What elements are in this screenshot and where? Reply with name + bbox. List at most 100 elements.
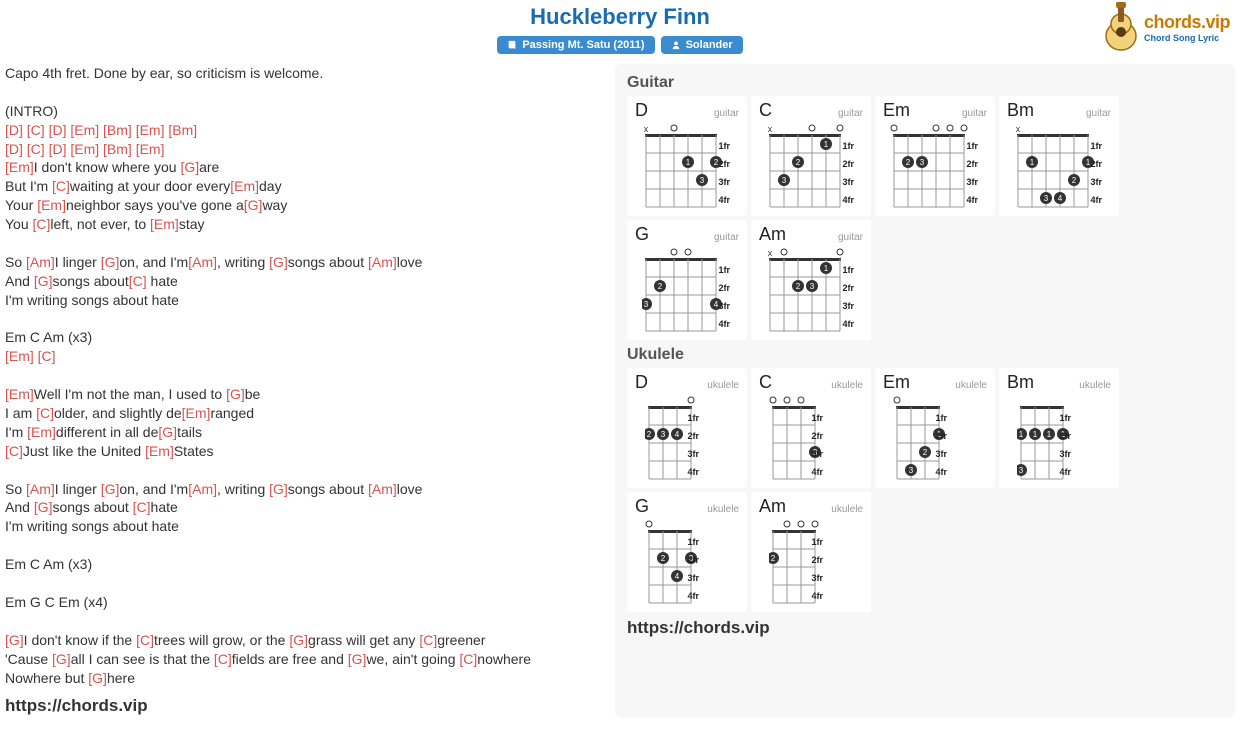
chord-card[interactable]: Amguitarx1231fr2fr3fr4fr bbox=[751, 220, 871, 340]
chord-link[interactable]: [G] bbox=[158, 424, 177, 440]
chord-card[interactable]: Dguitarx1231fr2fr3fr4fr bbox=[627, 96, 747, 216]
chord-link[interactable]: [D] bbox=[49, 122, 67, 138]
chord-link[interactable]: [G] bbox=[101, 254, 120, 270]
lyric-text: So bbox=[5, 481, 26, 497]
instrument-label: ukulele bbox=[1079, 380, 1111, 391]
instrument-label: ukulele bbox=[707, 504, 739, 515]
lyric-line: Nowhere but [G]here bbox=[5, 669, 605, 688]
chord-link[interactable]: [C] bbox=[419, 632, 437, 648]
chord-link[interactable]: [Em] bbox=[70, 122, 99, 138]
guitar-chord-grid: Dguitarx1231fr2fr3fr4frCguitarx1231fr2fr… bbox=[627, 96, 1223, 340]
chord-link[interactable]: [Em] bbox=[145, 443, 174, 459]
chord-link[interactable]: [D] bbox=[5, 141, 23, 157]
lyric-text: Your bbox=[5, 197, 37, 213]
chord-link[interactable]: [D] bbox=[5, 122, 23, 138]
lyric-text: stay bbox=[179, 216, 205, 232]
chord-diagram: 2341fr2fr3fr4fr bbox=[645, 519, 701, 601]
chord-diagram: 231fr2fr3fr4fr bbox=[890, 123, 980, 205]
chord-link[interactable]: [G] bbox=[52, 651, 71, 667]
chord-card[interactable]: Amukulele21fr2fr3fr4fr bbox=[751, 492, 871, 612]
chord-link[interactable]: [G] bbox=[269, 254, 288, 270]
chord-link[interactable]: [Em] bbox=[27, 424, 56, 440]
chord-link[interactable]: [G] bbox=[244, 197, 263, 213]
chord-name: C bbox=[759, 100, 772, 121]
chord-link[interactable]: [Am] bbox=[188, 254, 217, 270]
svg-text:3: 3 bbox=[1044, 194, 1049, 203]
chord-link[interactable]: [G] bbox=[180, 159, 199, 175]
chord-link[interactable]: [C] bbox=[214, 651, 232, 667]
chord-link[interactable]: [G] bbox=[289, 632, 308, 648]
chord-card[interactable]: Bmguitarx112341fr2fr3fr4fr bbox=[999, 96, 1119, 216]
chord-link[interactable]: [G] bbox=[88, 670, 107, 686]
lyric-text: grass will get any bbox=[308, 632, 419, 648]
chord-link[interactable]: [G] bbox=[5, 632, 24, 648]
chord-card[interactable]: Emguitar231fr2fr3fr4fr bbox=[875, 96, 995, 216]
lyric-line: I am [C]older, and slightly de[Em]ranged bbox=[5, 404, 605, 423]
svg-text:4: 4 bbox=[675, 430, 680, 439]
lyric-text: ranged bbox=[210, 405, 254, 421]
chord-link[interactable]: [Em] bbox=[182, 405, 211, 421]
chord-link[interactable]: [Em] bbox=[70, 141, 99, 157]
lyric-text: love bbox=[397, 254, 423, 270]
chord-link[interactable]: [G] bbox=[269, 481, 288, 497]
chord-card[interactable]: Gguitar2341fr2fr3fr4fr bbox=[627, 220, 747, 340]
chord-link[interactable]: [Em] bbox=[5, 348, 34, 364]
chord-link[interactable]: [C] bbox=[5, 443, 23, 459]
chord-diagram: x1231fr2fr3fr4fr bbox=[766, 247, 856, 329]
chord-name: Em bbox=[883, 372, 910, 393]
chord-link[interactable]: [Em] bbox=[136, 141, 165, 157]
chord-link[interactable]: [G] bbox=[226, 386, 245, 402]
chord-link[interactable]: [Em] bbox=[230, 178, 259, 194]
chord-link[interactable]: [Am] bbox=[26, 481, 55, 497]
svg-text:1: 1 bbox=[824, 264, 829, 273]
chord-name: G bbox=[635, 496, 649, 517]
chord-link[interactable]: [Em] bbox=[150, 216, 179, 232]
chord-link[interactable]: [Bm] bbox=[103, 122, 132, 138]
chord-link[interactable]: [D] bbox=[49, 141, 67, 157]
chord-link[interactable]: [Am] bbox=[188, 481, 217, 497]
chord-link[interactable]: [G] bbox=[34, 273, 53, 289]
artist-pill[interactable]: Solander bbox=[661, 36, 743, 54]
chord-link[interactable]: [C] bbox=[36, 405, 54, 421]
chord-link[interactable]: [C] bbox=[27, 122, 45, 138]
chord-link[interactable]: [C] bbox=[27, 141, 45, 157]
chord-link[interactable]: [G] bbox=[101, 481, 120, 497]
svg-text:2: 2 bbox=[771, 554, 776, 563]
chord-link[interactable]: [C] bbox=[136, 632, 154, 648]
album-pill[interactable]: Passing Mt. Satu (2011) bbox=[497, 36, 654, 54]
chord-link[interactable]: [C] bbox=[52, 178, 70, 194]
lyric-line bbox=[5, 574, 605, 593]
chord-link[interactable]: [Am] bbox=[26, 254, 55, 270]
fret-labels: 1fr2fr3fr4fr bbox=[935, 409, 947, 481]
instrument-label: ukulele bbox=[831, 380, 863, 391]
chord-link[interactable]: [Em] bbox=[37, 197, 66, 213]
chord-link[interactable]: [Em] bbox=[136, 122, 165, 138]
chord-link[interactable]: [Bm] bbox=[168, 122, 197, 138]
chord-link[interactable]: [G] bbox=[348, 651, 367, 667]
chord-card[interactable]: Dukulele2341fr2fr3fr4fr bbox=[627, 368, 747, 488]
chord-link[interactable]: [C] bbox=[38, 348, 56, 364]
chord-diagram: x112341fr2fr3fr4fr bbox=[1014, 123, 1104, 205]
lyric-line: You [C]left, not ever, to [Em]stay bbox=[5, 215, 605, 234]
chord-link[interactable]: [Am] bbox=[368, 481, 397, 497]
lyric-text: be bbox=[245, 386, 261, 402]
chord-card[interactable]: Cguitarx1231fr2fr3fr4fr bbox=[751, 96, 871, 216]
chord-card[interactable]: Bmukulele111131fr2fr3fr4fr bbox=[999, 368, 1119, 488]
site-logo[interactable]: chords.vip Chord Song Lyric bbox=[1100, 2, 1230, 52]
svg-text:4: 4 bbox=[675, 572, 680, 581]
lyric-text: we, ain't going bbox=[366, 651, 459, 667]
chord-link[interactable]: [C] bbox=[33, 216, 51, 232]
chord-link[interactable]: [Am] bbox=[368, 254, 397, 270]
lyric-text: I don't know where you bbox=[34, 159, 181, 175]
chord-link[interactable]: [C] bbox=[459, 651, 477, 667]
chord-link[interactable]: [Em] bbox=[5, 159, 34, 175]
chord-link[interactable]: [Bm] bbox=[103, 141, 132, 157]
chord-card[interactable]: Gukulele 2341fr2fr3fr4fr bbox=[627, 492, 747, 612]
chord-link[interactable]: [C] bbox=[129, 273, 147, 289]
chord-link[interactable]: [G] bbox=[34, 499, 53, 515]
chord-link[interactable]: [Em] bbox=[5, 386, 34, 402]
chord-link[interactable]: [C] bbox=[133, 499, 151, 515]
chord-card[interactable]: Cukulele31fr2fr3fr4fr bbox=[751, 368, 871, 488]
chord-card[interactable]: Emukulele1231fr2fr3fr4fr bbox=[875, 368, 995, 488]
lyric-text: different in all de bbox=[56, 424, 158, 440]
